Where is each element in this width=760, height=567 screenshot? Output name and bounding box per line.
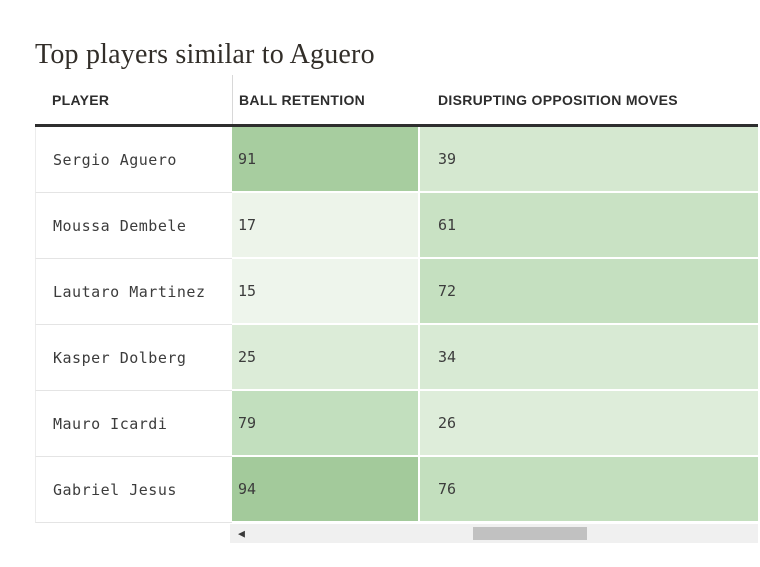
player-name-cell: Mauro Icardi (35, 391, 232, 457)
horizontal-scrollbar[interactable]: ◀ (230, 524, 758, 543)
player-name-cell: Lautaro Martinez (35, 259, 232, 325)
ball-retention-cell: 25 (232, 325, 420, 391)
table-header-row: PLAYER BALL RETENTION DISRUPTING OPPOSIT… (35, 75, 758, 127)
player-name-cell: Moussa Dembele (35, 193, 232, 259)
disrupting-cell: 76 (420, 457, 758, 523)
ball-retention-cell: 91 (232, 127, 420, 193)
disrupting-cell: 26 (420, 391, 758, 457)
ball-retention-cell: 17 (232, 193, 420, 259)
player-name-cell: Sergio Aguero (35, 127, 232, 193)
disrupting-cell: 34 (420, 325, 758, 391)
table-row: Sergio Aguero 91 39 (35, 127, 758, 193)
column-header-player: PLAYER (52, 91, 110, 108)
disrupting-cell: 72 (420, 259, 758, 325)
player-name-cell: Kasper Dolberg (35, 325, 232, 391)
table-row: Moussa Dembele 17 61 (35, 193, 758, 259)
ball-retention-cell: 94 (232, 457, 420, 523)
similar-players-table: PLAYER BALL RETENTION DISRUPTING OPPOSIT… (35, 75, 758, 543)
disrupting-cell: 39 (420, 127, 758, 193)
page-title: Top players similar to Aguero (35, 38, 375, 70)
table-row: Gabriel Jesus 94 76 (35, 457, 758, 523)
table-row: Mauro Icardi 79 26 (35, 391, 758, 457)
ball-retention-cell: 79 (232, 391, 420, 457)
column-header-ball-retention: BALL RETENTION (232, 75, 420, 124)
ball-retention-cell: 15 (232, 259, 420, 325)
table-row: Lautaro Martinez 15 72 (35, 259, 758, 325)
disrupting-cell: 61 (420, 193, 758, 259)
scrollbar-left-arrow-icon[interactable]: ◀ (238, 528, 245, 538)
player-name-cell: Gabriel Jesus (35, 457, 232, 523)
column-header-disrupting-opposition-moves: DISRUPTING OPPOSITION MOVES (438, 91, 678, 108)
table-row: Kasper Dolberg 25 34 (35, 325, 758, 391)
scrollbar-thumb[interactable] (473, 527, 587, 540)
